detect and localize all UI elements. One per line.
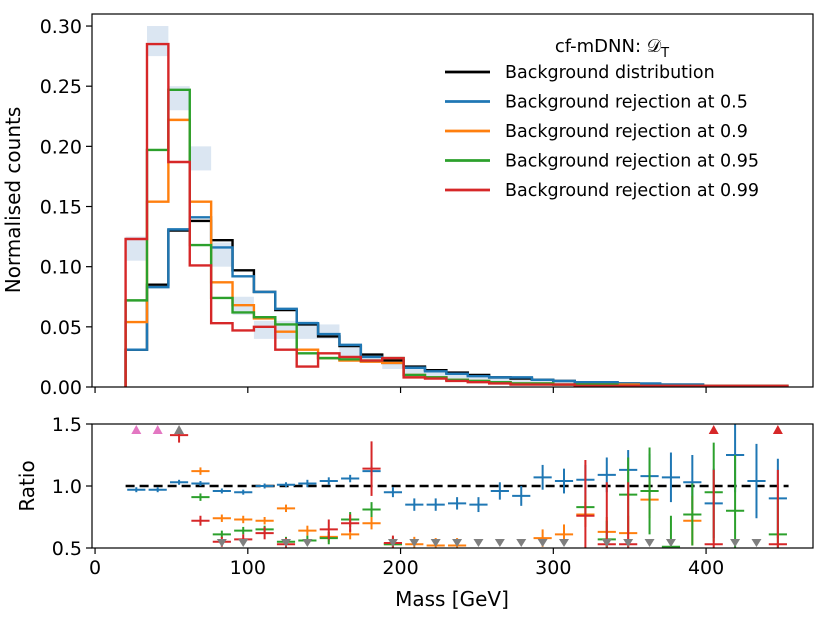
ratio-series-group: [127, 424, 787, 548]
ratio-x-ticks: 0 100 200 300 400: [89, 548, 724, 579]
band-bin-3: [189, 146, 212, 171]
main-y-tick-label: 0.10: [40, 257, 82, 279]
ratio-panel: 0.5 1.0 1.5 0 100 200 300 400 Ratio Mass [GeV]: [15, 414, 814, 611]
main-y-tick-label: 0.05: [40, 317, 82, 339]
band-bin-16: [467, 377, 490, 381]
x-axis-label: Mass [GeV]: [395, 587, 509, 611]
ratio-y-tick-label: 0.5: [52, 538, 82, 560]
ratio-overflow-marker: [708, 425, 719, 434]
ratio-outlier-markers: [131, 425, 783, 547]
band-bin-15: [446, 374, 468, 380]
band-bin-11: [360, 353, 383, 363]
ratio-underflow-marker: [516, 539, 527, 547]
band-bin-9: [318, 324, 340, 339]
ratio-y-axis-label: Ratio: [15, 460, 39, 511]
ratio-underflow-marker: [623, 539, 634, 547]
ratio-underflow-marker: [473, 539, 484, 547]
ratio-y-tick-label: 1.5: [52, 414, 82, 436]
ratio-underflow-marker: [216, 539, 227, 547]
band-bin-2: [168, 86, 190, 111]
band-bin-19: [531, 380, 554, 384]
ratio-overflow-marker: [772, 425, 783, 434]
ratio-underflow-marker: [238, 539, 249, 547]
ratio-underflow-marker: [601, 539, 612, 547]
ratio-underflow-marker: [387, 539, 398, 547]
histogram-background-rejection-at-0-5: [124, 216, 789, 387]
histogram-series-group: [124, 42, 789, 387]
main-y-axis-label: Normalised counts: [1, 107, 25, 294]
main-y-tick-label: 0.30: [40, 16, 82, 38]
legend-title-subscript: T: [660, 46, 669, 61]
band-bin-10: [339, 344, 361, 357]
ratio-underflow-marker: [280, 539, 291, 547]
band-bin-13: [403, 367, 426, 375]
ratio-y-ticks: 0.5 1.0 1.5: [52, 414, 92, 560]
ratio-series-background-rejection-at-0-9: [191, 467, 702, 548]
legend-title: cf-mDNN: 𝒟T: [555, 36, 669, 61]
ratio-underflow-marker: [730, 539, 741, 547]
ratio-underflow-marker: [452, 539, 463, 547]
ratio-underflow-marker: [494, 539, 505, 547]
band-bin-6: [253, 320, 276, 339]
main-y-ticks: 0.00 0.05 0.10 0.15 0.20 0.25 0.30: [40, 16, 92, 399]
legend-label-background-rejection-at-0-9: Background rejection at 0.9: [505, 122, 748, 142]
ratio-overflow-marker: [174, 425, 185, 434]
ratio-underflow-marker: [537, 539, 548, 547]
ratio-underflow-marker: [430, 539, 441, 547]
x-tick-label: 100: [230, 557, 266, 579]
legend-label-background-distribution: Background distribution: [505, 63, 715, 83]
ratio-series-background-rejection-at-0-95: [191, 442, 787, 548]
main-y-tick-label: 0.15: [40, 197, 82, 219]
band-bin-12: [382, 359, 404, 369]
histogram-background-rejection-at-0-99: [124, 42, 789, 387]
ratio-underflow-marker: [409, 539, 420, 547]
main-y-tick-label: 0.20: [40, 136, 82, 158]
main-panel: 0.00 0.05 0.10 0.15 0.20 0.25 0.30 Normalised …: [1, 13, 814, 399]
band-bin-4: [211, 242, 233, 267]
ratio-underflow-marker: [665, 539, 676, 547]
legend: cf-mDNN: 𝒟T Background distributionBackg…: [445, 36, 759, 201]
ratio-underflow-marker: [751, 539, 762, 547]
ratio-underflow-marker: [644, 539, 655, 547]
x-tick-label: 300: [535, 557, 571, 579]
ratio-overflow-marker: [152, 425, 163, 434]
band-bin-20: [553, 382, 575, 385]
ratio-underflow-marker: [559, 539, 570, 547]
legend-label-background-rejection-at-0-95: Background rejection at 0.95: [505, 152, 759, 172]
main-y-tick-label: 0.00: [40, 377, 82, 399]
ratio-y-tick-label: 1.0: [52, 476, 82, 498]
x-tick-label: 200: [382, 557, 418, 579]
band-bin-18: [510, 379, 532, 384]
legend-label-background-rejection-at-0-5: Background rejection at 0.5: [505, 93, 748, 113]
band-bin-1: [146, 26, 169, 57]
legend-label-background-rejection-at-0-99: Background rejection at 0.99: [505, 181, 759, 201]
main-x-ticks: [94, 387, 707, 393]
band-bin-0: [125, 236, 147, 261]
band-bin-17: [489, 378, 511, 383]
legend-title-text: cf-mDNN: 𝒟: [555, 36, 662, 57]
ratio-overflow-marker: [131, 425, 142, 434]
band-bin-21: [574, 382, 597, 385]
x-tick-label: 0: [89, 557, 101, 579]
main-y-tick-label: 0.25: [40, 76, 82, 98]
x-tick-label: 400: [688, 557, 724, 579]
main-axes-frame: [91, 13, 814, 388]
legend-items: Background distribution Background reject…: [445, 63, 759, 201]
band-bin-14: [425, 372, 447, 378]
ratio-underflow-marker: [302, 539, 313, 547]
